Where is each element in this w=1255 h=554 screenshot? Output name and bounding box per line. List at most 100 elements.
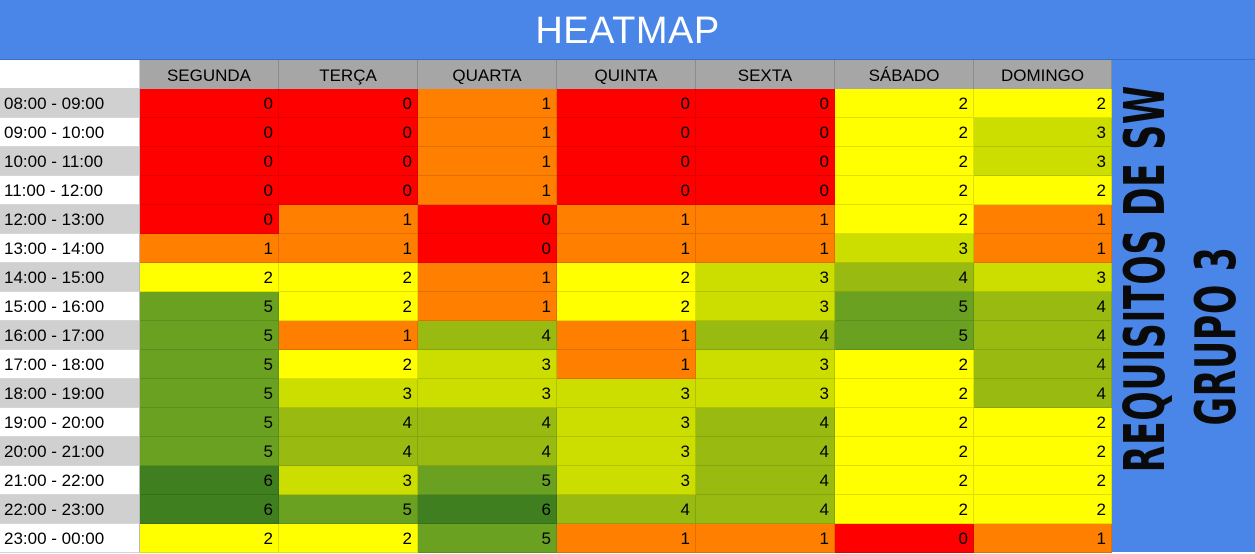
heatmap-cell[interactable]: 2 <box>279 350 418 379</box>
heatmap-cell[interactable]: 1 <box>418 263 557 292</box>
heatmap-cell[interactable]: 3 <box>696 379 835 408</box>
heatmap-cell[interactable]: 4 <box>418 321 557 350</box>
row-header[interactable]: 23:00 - 00:00 <box>0 524 140 553</box>
heatmap-cell[interactable]: 5 <box>140 437 279 466</box>
heatmap-cell[interactable]: 3 <box>557 379 696 408</box>
heatmap-cell[interactable]: 2 <box>974 89 1112 118</box>
row-header[interactable]: 19:00 - 20:00 <box>0 408 140 437</box>
heatmap-cell[interactable]: 1 <box>974 205 1112 234</box>
heatmap-cell[interactable]: 0 <box>140 118 279 147</box>
heatmap-cell[interactable]: 5 <box>835 292 974 321</box>
heatmap-cell[interactable]: 1 <box>418 118 557 147</box>
row-header[interactable]: 11:00 - 12:00 <box>0 176 140 205</box>
heatmap-cell[interactable]: 3 <box>279 379 418 408</box>
heatmap-cell[interactable]: 2 <box>557 263 696 292</box>
heatmap-cell[interactable]: 2 <box>140 524 279 553</box>
heatmap-cell[interactable]: 3 <box>557 437 696 466</box>
heatmap-cell[interactable]: 0 <box>279 89 418 118</box>
heatmap-cell[interactable]: 1 <box>418 89 557 118</box>
column-header[interactable]: QUINTA <box>557 60 696 89</box>
heatmap-cell[interactable]: 4 <box>279 408 418 437</box>
heatmap-cell[interactable]: 0 <box>418 234 557 263</box>
column-header[interactable]: SÁBADO <box>835 60 974 89</box>
heatmap-cell[interactable]: 0 <box>279 147 418 176</box>
heatmap-cell[interactable]: 1 <box>696 234 835 263</box>
heatmap-cell[interactable]: 1 <box>696 205 835 234</box>
row-header[interactable]: 14:00 - 15:00 <box>0 263 140 292</box>
heatmap-cell[interactable]: 2 <box>974 495 1112 524</box>
heatmap-cell[interactable]: 3 <box>835 234 974 263</box>
heatmap-cell[interactable]: 0 <box>696 118 835 147</box>
heatmap-cell[interactable]: 1 <box>418 147 557 176</box>
heatmap-cell[interactable]: 5 <box>140 292 279 321</box>
row-header[interactable]: 15:00 - 16:00 <box>0 292 140 321</box>
heatmap-cell[interactable]: 2 <box>835 89 974 118</box>
column-header[interactable]: TERÇA <box>279 60 418 89</box>
heatmap-cell[interactable]: 4 <box>418 408 557 437</box>
row-header[interactable]: 08:00 - 09:00 <box>0 89 140 118</box>
heatmap-cell[interactable]: 2 <box>279 524 418 553</box>
heatmap-cell[interactable]: 0 <box>140 176 279 205</box>
heatmap-cell[interactable]: 2 <box>835 350 974 379</box>
heatmap-cell[interactable]: 2 <box>279 292 418 321</box>
heatmap-cell[interactable]: 5 <box>140 408 279 437</box>
heatmap-cell[interactable]: 2 <box>835 408 974 437</box>
heatmap-cell[interactable]: 3 <box>279 466 418 495</box>
heatmap-cell[interactable]: 1 <box>418 292 557 321</box>
row-header[interactable]: 21:00 - 22:00 <box>0 466 140 495</box>
heatmap-cell[interactable]: 3 <box>696 292 835 321</box>
row-header[interactable]: 10:00 - 11:00 <box>0 147 140 176</box>
row-header[interactable]: 12:00 - 13:00 <box>0 205 140 234</box>
heatmap-cell[interactable]: 0 <box>696 176 835 205</box>
heatmap-cell[interactable]: 1 <box>279 234 418 263</box>
heatmap-cell[interactable]: 3 <box>418 350 557 379</box>
heatmap-cell[interactable]: 1 <box>418 176 557 205</box>
heatmap-cell[interactable]: 1 <box>557 205 696 234</box>
row-header[interactable]: 09:00 - 10:00 <box>0 118 140 147</box>
heatmap-cell[interactable]: 4 <box>696 495 835 524</box>
heatmap-cell[interactable]: 4 <box>974 350 1112 379</box>
heatmap-cell[interactable]: 2 <box>835 118 974 147</box>
heatmap-cell[interactable]: 4 <box>696 437 835 466</box>
heatmap-cell[interactable]: 2 <box>974 437 1112 466</box>
heatmap-cell[interactable]: 2 <box>835 205 974 234</box>
column-header[interactable]: DOMINGO <box>974 60 1112 89</box>
heatmap-cell[interactable]: 3 <box>557 408 696 437</box>
heatmap-cell[interactable]: 0 <box>557 89 696 118</box>
heatmap-cell[interactable]: 6 <box>140 495 279 524</box>
heatmap-cell[interactable]: 6 <box>140 466 279 495</box>
heatmap-cell[interactable]: 1 <box>279 321 418 350</box>
heatmap-cell[interactable]: 4 <box>974 321 1112 350</box>
heatmap-cell[interactable]: 0 <box>557 147 696 176</box>
heatmap-cell[interactable]: 3 <box>418 379 557 408</box>
heatmap-cell[interactable]: 0 <box>140 205 279 234</box>
heatmap-cell[interactable]: 4 <box>696 321 835 350</box>
heatmap-cell[interactable]: 6 <box>418 495 557 524</box>
row-header[interactable]: 13:00 - 14:00 <box>0 234 140 263</box>
heatmap-cell[interactable]: 1 <box>557 524 696 553</box>
heatmap-cell[interactable]: 3 <box>696 263 835 292</box>
heatmap-cell[interactable]: 0 <box>418 205 557 234</box>
heatmap-cell[interactable]: 0 <box>140 147 279 176</box>
heatmap-cell[interactable]: 0 <box>557 118 696 147</box>
heatmap-cell[interactable]: 3 <box>974 147 1112 176</box>
heatmap-cell[interactable]: 2 <box>835 379 974 408</box>
heatmap-cell[interactable]: 0 <box>140 89 279 118</box>
heatmap-cell[interactable]: 5 <box>418 524 557 553</box>
heatmap-cell[interactable]: 4 <box>974 292 1112 321</box>
heatmap-cell[interactable]: 1 <box>974 524 1112 553</box>
row-header[interactable]: 17:00 - 18:00 <box>0 350 140 379</box>
heatmap-cell[interactable]: 2 <box>140 263 279 292</box>
heatmap-cell[interactable]: 4 <box>835 263 974 292</box>
heatmap-cell[interactable]: 4 <box>696 408 835 437</box>
heatmap-cell[interactable]: 1 <box>557 321 696 350</box>
column-header[interactable]: SEXTA <box>696 60 835 89</box>
heatmap-cell[interactable]: 5 <box>140 321 279 350</box>
heatmap-cell[interactable]: 3 <box>974 263 1112 292</box>
heatmap-cell[interactable]: 0 <box>279 176 418 205</box>
heatmap-cell[interactable]: 2 <box>557 292 696 321</box>
heatmap-cell[interactable]: 2 <box>974 408 1112 437</box>
heatmap-cell[interactable]: 1 <box>140 234 279 263</box>
heatmap-cell[interactable]: 4 <box>279 437 418 466</box>
column-header[interactable]: SEGUNDA <box>140 60 279 89</box>
